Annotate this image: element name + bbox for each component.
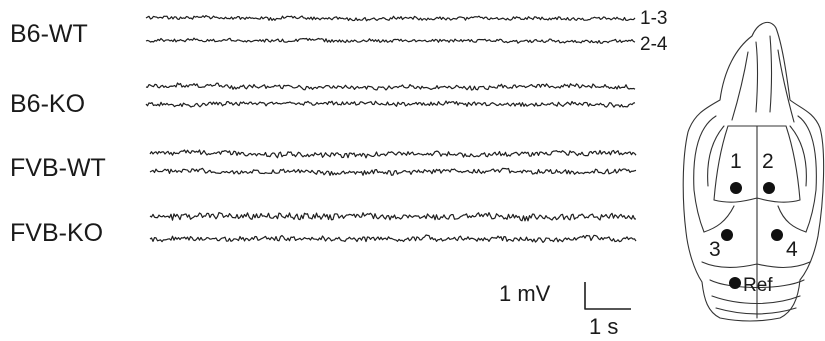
group-label-fvb-wt: FVB-WT: [10, 154, 106, 182]
group-label-b6-ko: B6-KO: [10, 90, 85, 118]
electrode-3-dot: [721, 229, 733, 241]
electrode-4-dot: [771, 229, 783, 241]
electrode-2-dot: [763, 182, 775, 194]
trace-b6-ko-ch1: [145, 82, 636, 91]
scale-bar-time-label: 1 s: [589, 314, 618, 339]
channel-label-1-3: 1-3: [640, 8, 667, 29]
trace-b6-ko-ch2: [145, 100, 636, 108]
skull-outline: [682, 21, 825, 322]
scale-bar: 1 mV 1 s: [499, 281, 631, 339]
skull-nasal: [731, 35, 795, 123]
electrode-1-dot: [730, 182, 742, 194]
trace-fvb-ko-ch2: [149, 234, 637, 244]
electrode-2-label: 2: [762, 150, 774, 173]
electrode-ref-dot: [729, 277, 741, 289]
channel-label-2-4: 2-4: [640, 34, 668, 55]
scale-bar-lines: [584, 282, 631, 310]
scale-bar-voltage-label: 1 mV: [499, 281, 551, 306]
skull-occipital: [711, 295, 801, 315]
trace-fvb-wt-ch1: [149, 149, 637, 159]
skull-frontal: [701, 125, 811, 319]
skull-zygomatic: [693, 115, 817, 233]
group-label-b6-wt: B6-WT: [10, 20, 88, 48]
trace-b6-wt-ch2: [145, 37, 636, 44]
trace-fvb-ko-ch1: [149, 211, 637, 222]
group-label-fvb-ko: FVB-KO: [10, 219, 103, 247]
electrode-1-label: 1: [730, 150, 742, 173]
skull-diagram: 1 2 3 4 Ref: [682, 21, 825, 322]
eeg-traces: [145, 14, 637, 244]
electrode-4-label: 4: [786, 238, 798, 261]
electrode-3-label: 3: [709, 238, 721, 261]
trace-b6-wt-ch1: [145, 14, 636, 22]
trace-fvb-wt-ch2: [149, 167, 637, 176]
electrode-ref-label: Ref: [743, 275, 773, 296]
